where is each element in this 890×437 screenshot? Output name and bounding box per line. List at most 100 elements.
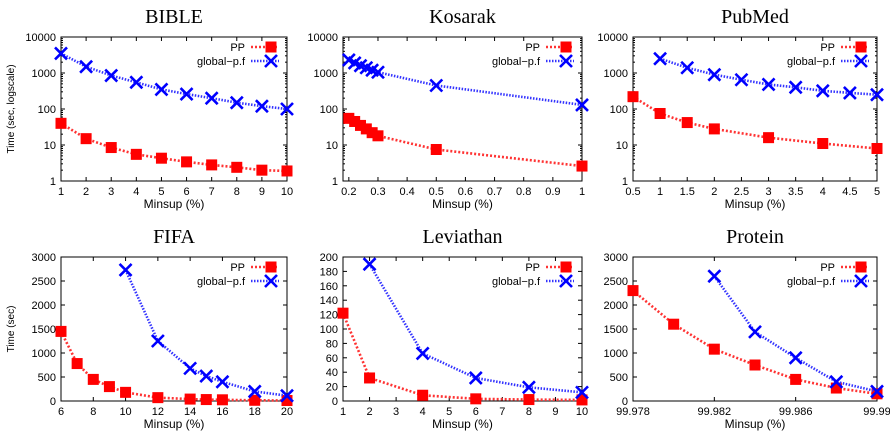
- y-tick-label: 10000: [25, 32, 56, 44]
- y-axis: 1 10 100 1000 10000: [25, 32, 287, 188]
- x-tick-label: 0.5: [429, 186, 444, 198]
- chart-panel-fifa: FIFA 0 500 1000 1500 2000 2500 3000 6 8 10 12 14 16 18…: [6, 226, 294, 431]
- data-point: [129, 75, 144, 90]
- data-point: [681, 117, 693, 129]
- data-point: [870, 87, 884, 102]
- data-point: [281, 395, 293, 407]
- x-tick-label: 1: [657, 186, 663, 198]
- legend-label: global−p.f: [787, 56, 836, 68]
- x-tick-label: 12: [152, 406, 164, 418]
- legend: PP global−p.f: [787, 261, 869, 288]
- plot-frame: [342, 256, 583, 402]
- data-point: [105, 142, 117, 154]
- x-tick-label: 0.9: [545, 186, 560, 198]
- y-tick-label: 10000: [307, 32, 338, 44]
- chart-title: Kosarak: [429, 6, 496, 28]
- x-tick-label: 7: [209, 186, 215, 198]
- y-tick-label: 100: [320, 104, 338, 116]
- data-point: [155, 152, 167, 164]
- legend-label: global−p.f: [787, 276, 836, 288]
- legend: PP global−p.f: [787, 41, 869, 68]
- x-tick-label: 9: [259, 186, 265, 198]
- data-point: [707, 67, 722, 82]
- data-point: [707, 269, 722, 284]
- data-point: [763, 132, 775, 144]
- legend-label: global−p.f: [197, 276, 246, 288]
- legend: PP global−p.f: [197, 261, 279, 288]
- series-global-pf: [362, 257, 589, 400]
- y-tick-label: 10000: [597, 32, 628, 44]
- x-axis: 99.978 99.982 99.986 99.99: [616, 257, 890, 418]
- x-tick-label: 2: [366, 406, 372, 418]
- series-line: [60, 122, 288, 173]
- data-point: [749, 359, 761, 371]
- x-tick-label: 6: [183, 186, 189, 198]
- y-tick-label: 60: [326, 353, 338, 365]
- x-tick-label: 9: [552, 406, 558, 418]
- data-point: [104, 68, 119, 83]
- data-point: [790, 373, 802, 385]
- y-tick-label: 140: [320, 295, 338, 307]
- y-tick-label: 500: [38, 372, 56, 384]
- legend-marker: [559, 274, 573, 288]
- x-tick-label: 0.3: [370, 186, 385, 198]
- y-tick-label: 2500: [604, 276, 628, 288]
- x-tick-label: 4.5: [842, 186, 857, 198]
- y-tick-label: 0: [50, 396, 56, 408]
- x-axis: 0.2 0.3 0.4 0.5 0.6 0.7 0.8 0.9 1: [341, 37, 585, 198]
- data-point: [152, 392, 164, 404]
- series-line: [368, 263, 583, 394]
- data-point: [183, 361, 198, 376]
- x-tick-label: 20: [281, 406, 293, 418]
- legend: PP global−p.f: [492, 41, 574, 68]
- legend-marker: [855, 41, 867, 53]
- chart-panel-leviathan: Leviathan 0 20 40 60 80 100 120 140 160 180 200 1 2 3 4…: [320, 226, 589, 431]
- x-tick-label: 2: [83, 186, 89, 198]
- data-point: [817, 138, 829, 150]
- x-tick-label: 5: [446, 406, 452, 418]
- legend-marker: [560, 41, 572, 53]
- data-point: [734, 72, 749, 87]
- x-tick-label: 1: [58, 186, 64, 198]
- x-tick-label: 10: [576, 406, 588, 418]
- data-point: [150, 334, 165, 348]
- data-point: [206, 159, 218, 171]
- data-point: [55, 117, 67, 129]
- data-point: [523, 394, 535, 406]
- data-point: [842, 85, 857, 100]
- x-tick-label: 8: [526, 406, 532, 418]
- x-tick-label: 10: [281, 186, 293, 198]
- data-point: [788, 80, 803, 95]
- data-point: [280, 388, 294, 403]
- x-tick-label: 3: [393, 406, 399, 418]
- data-point: [748, 324, 762, 339]
- data-point: [229, 95, 244, 110]
- data-point: [575, 385, 589, 400]
- x-tick-label: 2: [711, 186, 717, 198]
- x-tick-label: 14: [184, 406, 196, 418]
- data-point: [354, 119, 366, 131]
- data-point: [871, 388, 883, 400]
- x-tick-label: 8: [234, 186, 240, 198]
- data-point: [337, 307, 349, 319]
- x-tick-label: 99.978: [616, 406, 650, 418]
- data-point: [521, 380, 536, 395]
- y-tick-label: 200: [320, 252, 338, 264]
- y-tick-label: 160: [320, 281, 338, 293]
- y-tick-label: 0: [622, 396, 628, 408]
- x-axis: 1 2 3 4 5 6 7 8 9 10: [58, 37, 293, 198]
- legend-marker: [265, 41, 277, 53]
- data-point: [654, 107, 666, 119]
- chart-title: PubMed: [721, 6, 789, 28]
- y-tick-label: 100: [610, 104, 628, 116]
- legend-label: PP: [230, 262, 245, 274]
- data-point: [362, 257, 377, 272]
- y-tick-label: 1500: [32, 324, 56, 336]
- y-axis: 1 10 100 1000 10000: [307, 32, 582, 188]
- series-line: [341, 312, 583, 402]
- data-point: [360, 123, 372, 135]
- series-pp: [55, 117, 293, 177]
- legend: PP global−p.f: [492, 261, 574, 288]
- data-point: [118, 263, 133, 277]
- chart-title: Protein: [726, 226, 784, 248]
